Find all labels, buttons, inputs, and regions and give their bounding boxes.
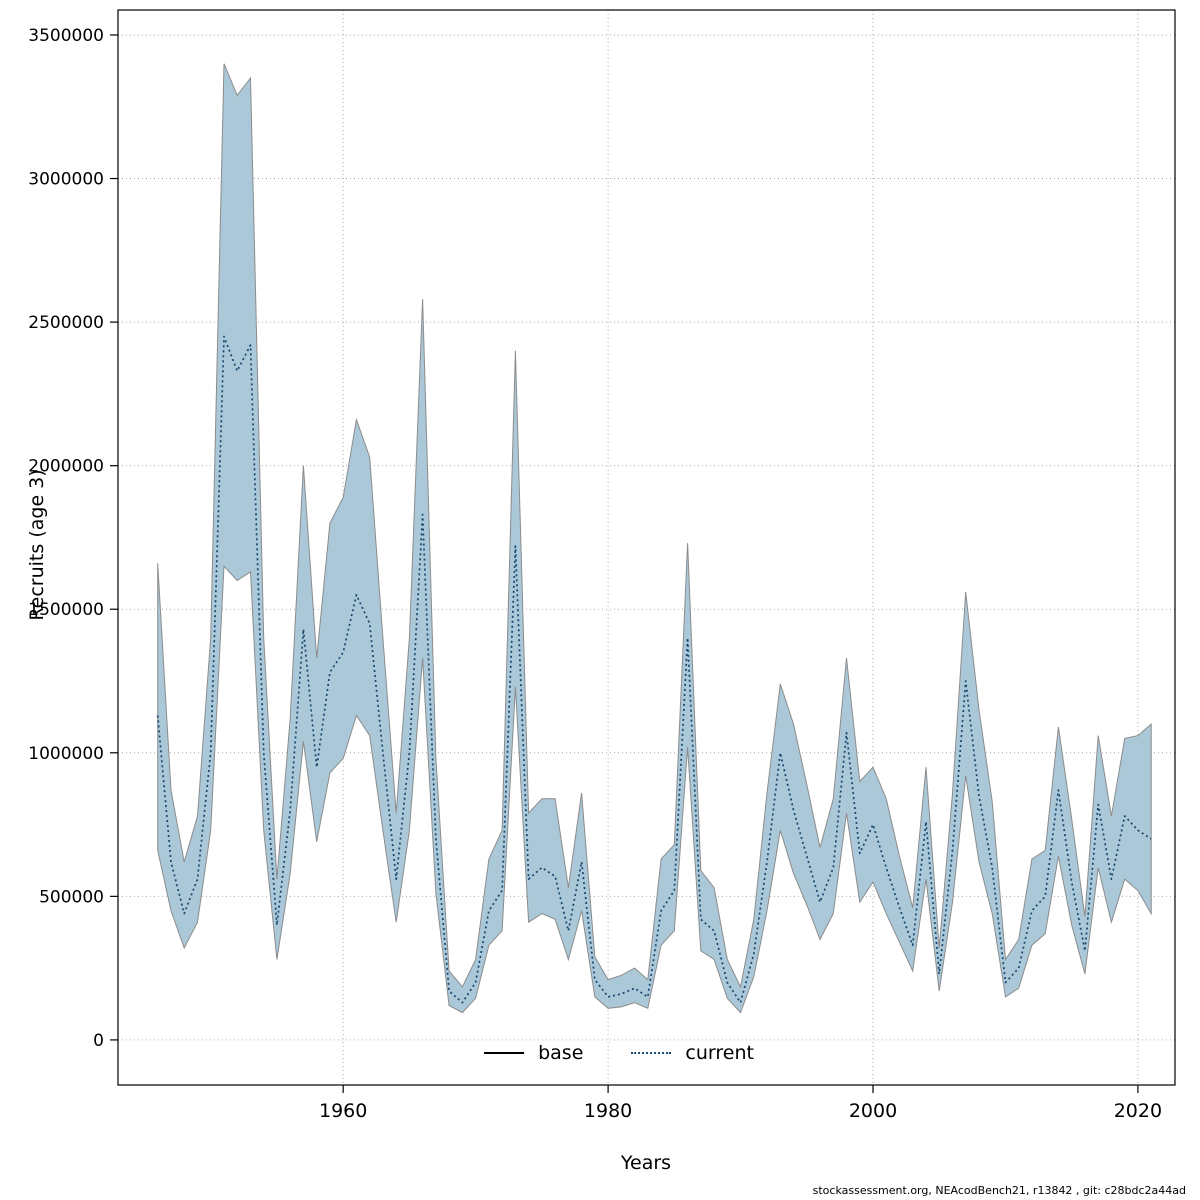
footer-source-text: stockassessment.org, NEAcodBench21, r138… — [812, 1184, 1186, 1197]
legend-label-base: base — [538, 1042, 584, 1064]
y-axis-title: Recruits (age 3) — [26, 469, 48, 621]
x-tick-label: 2020 — [1114, 1100, 1162, 1122]
base-line-sample-icon — [484, 1052, 525, 1054]
y-tick-label: 1000000 — [28, 744, 104, 764]
x-tick-label: 1980 — [584, 1100, 632, 1122]
x-axis-title: Years — [620, 1152, 672, 1174]
y-tick-label: 500000 — [39, 887, 104, 907]
legend: base current — [484, 1042, 754, 1064]
y-tick-label: 3000000 — [28, 170, 104, 190]
y-tick-label: 0 — [93, 1031, 104, 1051]
y-tick-label: 1500000 — [28, 600, 104, 620]
legend-item-current: current — [631, 1042, 754, 1064]
legend-label-current: current — [685, 1042, 754, 1064]
x-tick-label: 2000 — [849, 1100, 897, 1122]
confidence-band — [157, 63, 1152, 1014]
y-tick-label: 2000000 — [28, 457, 104, 477]
current-line-sample-icon — [631, 1052, 672, 1054]
x-tick-label: 1960 — [319, 1100, 367, 1122]
y-tick-label: 2500000 — [28, 313, 104, 333]
y-tick-label: 3500000 — [28, 26, 104, 46]
legend-item-base: base — [484, 1042, 583, 1064]
axes: 1960 1980 2000 2020 0 500000 1000000 1500000 200… — [28, 26, 1162, 1122]
current-line — [156, 335, 1152, 1004]
plot-border — [117, 9, 1176, 1086]
